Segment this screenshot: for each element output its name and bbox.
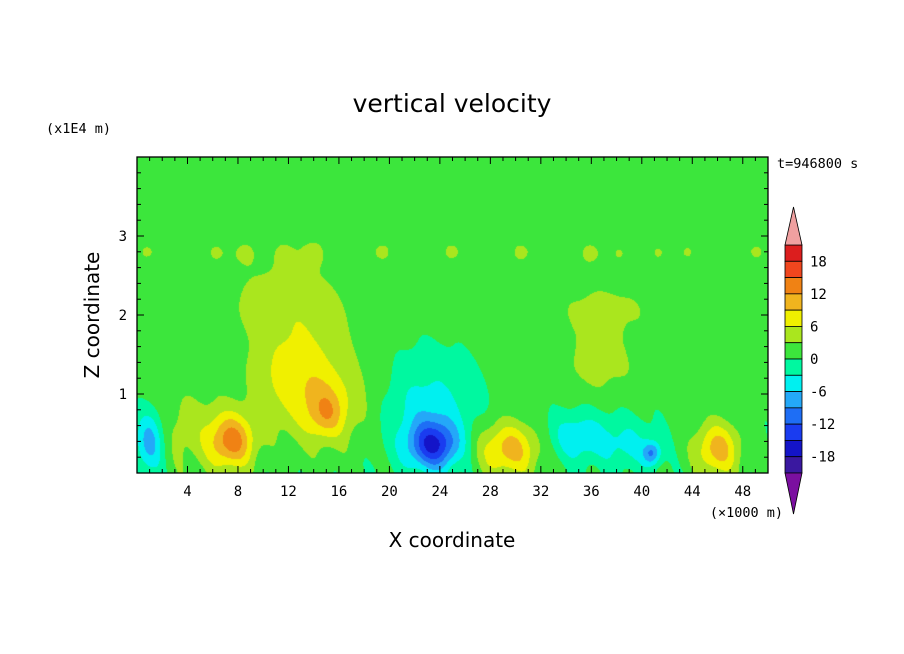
colorbar-swatch (784, 326, 803, 344)
x-tick-label: 48 (734, 484, 751, 500)
colorbar-swatch (784, 407, 803, 425)
colorbar: 18 12 6 0 -6 -12 -18 (784, 206, 835, 515)
colorbar-tick-label: 6 (810, 319, 818, 335)
y-axis-unit: (x1E4 m) (46, 121, 111, 137)
colorbar-swatch (784, 374, 803, 392)
y-tick-label: 3 (119, 229, 127, 245)
colorbar-swatch (784, 391, 803, 409)
colorbar-swatch (784, 456, 803, 474)
colorbar-swatch (784, 293, 803, 311)
x-axis-unit: (×1000 m) (710, 505, 783, 521)
colorbar-tick-label: 18 (810, 254, 827, 270)
x-tick-label: 16 (330, 484, 347, 500)
colorbar-swatch (784, 244, 803, 262)
x-tick-label: 44 (684, 484, 701, 500)
x-tick-label: 4 (183, 484, 191, 500)
x-axis-label: X coordinate (389, 528, 516, 552)
colorbar-swatch (784, 358, 803, 376)
colorbar-tick-label: 12 (810, 287, 827, 303)
colorbar-extend-max (784, 206, 803, 246)
x-tick-label: 20 (381, 484, 398, 500)
plot-area (137, 157, 768, 473)
colorbar-tick-label: 0 (810, 352, 818, 368)
x-axis: 4 8 12 16 20 24 28 32 36 40 44 48 (149, 157, 756, 500)
x-tick-label: 28 (482, 484, 499, 500)
x-tick-label: 8 (234, 484, 242, 500)
y-axis: 1 2 3 (119, 172, 768, 458)
y-axis-label: Z coordinate (80, 252, 104, 379)
colorbar-extend-min (784, 472, 803, 515)
x-tick-label: 36 (583, 484, 600, 500)
colorbar-swatch (784, 309, 803, 327)
colorbar-swatch (784, 440, 803, 458)
x-tick-label: 12 (280, 484, 297, 500)
colorbar-tick-label: -12 (810, 417, 835, 433)
x-tick-label: 24 (431, 484, 448, 500)
colorbar-tick-label: -18 (810, 450, 835, 466)
colorbar-swatch (784, 423, 803, 441)
y-tick-label: 1 (119, 387, 127, 403)
y-tick-label: 2 (119, 308, 127, 324)
time-label: t=946800 s (777, 156, 858, 172)
heatmap-field (137, 157, 768, 473)
x-tick-label: 40 (633, 484, 650, 500)
colorbar-swatch (784, 277, 803, 295)
x-tick-label: 32 (532, 484, 549, 500)
colorbar-swatch (784, 342, 803, 360)
chart-title: vertical velocity (353, 89, 552, 118)
colorbar-tick-label: -6 (810, 385, 827, 401)
colorbar-swatch (784, 260, 803, 278)
